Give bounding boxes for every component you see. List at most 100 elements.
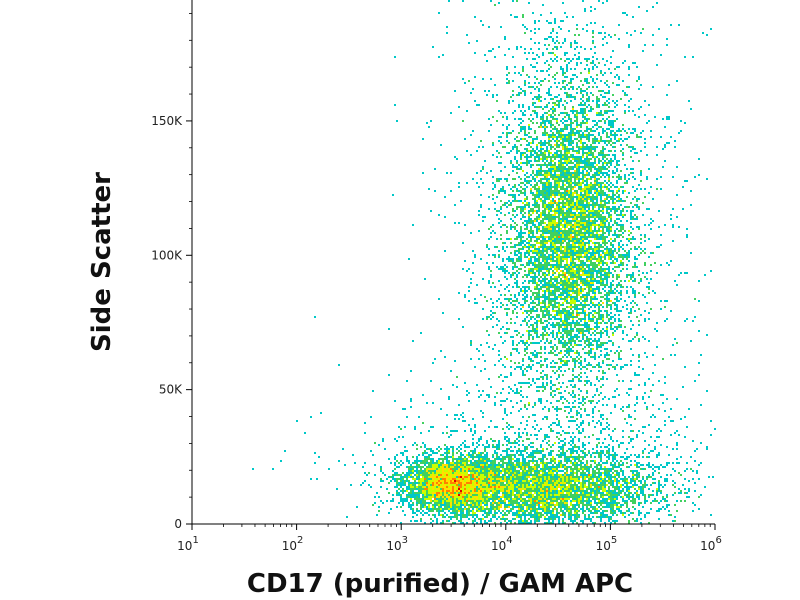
density-cell — [548, 188, 550, 190]
density-cell — [542, 170, 544, 172]
density-cell — [588, 290, 590, 292]
density-cell — [532, 154, 534, 156]
density-cell — [518, 232, 520, 234]
density-cell — [616, 130, 618, 132]
density-cell — [600, 90, 602, 92]
density-cell — [600, 114, 602, 116]
density-cell — [566, 276, 568, 278]
density-cell — [548, 298, 550, 300]
density-cell — [572, 142, 574, 144]
density-cell — [586, 256, 588, 258]
density-cell — [596, 100, 598, 102]
density-cell — [478, 104, 480, 106]
density-cell — [560, 154, 562, 156]
density-cell — [570, 176, 572, 178]
density-cell — [548, 152, 550, 154]
density-cell — [584, 264, 586, 266]
density-cell — [554, 110, 556, 112]
density-cell — [576, 112, 578, 114]
density-cell — [570, 288, 572, 290]
density-cell — [588, 318, 590, 320]
density-cell — [582, 240, 584, 242]
density-cell — [592, 186, 594, 188]
density-cell — [596, 246, 598, 248]
density-cell — [502, 146, 504, 148]
density-cell — [586, 278, 588, 280]
density-cell — [578, 268, 580, 270]
density-cell — [566, 188, 568, 190]
density-cell — [526, 276, 528, 278]
density-cell — [582, 96, 584, 98]
density-cell — [604, 272, 606, 274]
density-cell — [582, 212, 584, 214]
density-cell — [550, 232, 552, 234]
density-cell — [598, 238, 600, 240]
density-cell — [560, 260, 562, 262]
density-cell — [570, 226, 572, 228]
density-cell — [594, 138, 596, 140]
density-cell — [532, 212, 534, 214]
density-cell — [556, 166, 558, 168]
density-cell — [534, 268, 536, 270]
density-cell — [600, 226, 602, 228]
density-cell — [556, 118, 558, 120]
density-cell — [526, 58, 528, 60]
density-cell — [574, 42, 576, 44]
density-cell — [538, 290, 540, 292]
density-cell — [612, 170, 614, 172]
density-cell — [592, 204, 594, 206]
density-cell — [602, 306, 604, 308]
density-cell — [612, 176, 614, 178]
density-cell — [582, 84, 584, 86]
density-cell — [566, 178, 568, 180]
density-cell — [672, 226, 674, 228]
density-cell — [544, 196, 546, 198]
density-cell — [524, 220, 526, 222]
density-cell — [604, 92, 606, 94]
density-cell — [546, 298, 548, 300]
density-cell — [554, 248, 556, 250]
density-cell — [470, 282, 472, 284]
density-cell — [616, 266, 618, 268]
density-cell — [542, 192, 544, 194]
density-cell — [498, 218, 500, 220]
density-cell — [566, 302, 568, 304]
density-cell — [582, 290, 584, 292]
density-cell — [504, 224, 506, 226]
density-cell — [584, 108, 586, 110]
density-cell — [490, 124, 492, 126]
density-cell — [618, 164, 620, 166]
density-cell — [552, 304, 554, 306]
density-cell — [618, 206, 620, 208]
density-cell — [610, 72, 612, 74]
density-cell — [618, 140, 620, 142]
density-cell — [540, 168, 542, 170]
density-cell — [558, 166, 560, 168]
density-cell — [590, 228, 592, 230]
density-cell — [536, 170, 538, 172]
density-cell — [636, 204, 638, 206]
density-cell — [584, 68, 586, 70]
density-cell — [544, 276, 546, 278]
density-cell — [540, 220, 542, 222]
density-cell — [562, 232, 564, 234]
density-cell — [506, 258, 508, 260]
density-cell — [562, 216, 564, 218]
density-cell — [548, 218, 550, 220]
density-cell — [554, 140, 556, 142]
density-cell — [534, 264, 536, 266]
density-cell — [574, 284, 576, 286]
density-cell — [548, 228, 550, 230]
density-cell — [498, 268, 500, 270]
density-cell — [532, 52, 534, 54]
density-cell — [520, 110, 522, 112]
density-cell — [534, 260, 536, 262]
density-cell — [560, 150, 562, 152]
density-cell — [516, 312, 518, 314]
density-cell — [682, 186, 684, 188]
density-cell — [560, 258, 562, 260]
density-cell — [580, 98, 582, 100]
density-cell — [620, 98, 622, 100]
density-cell — [590, 272, 592, 274]
density-cell — [554, 266, 556, 268]
